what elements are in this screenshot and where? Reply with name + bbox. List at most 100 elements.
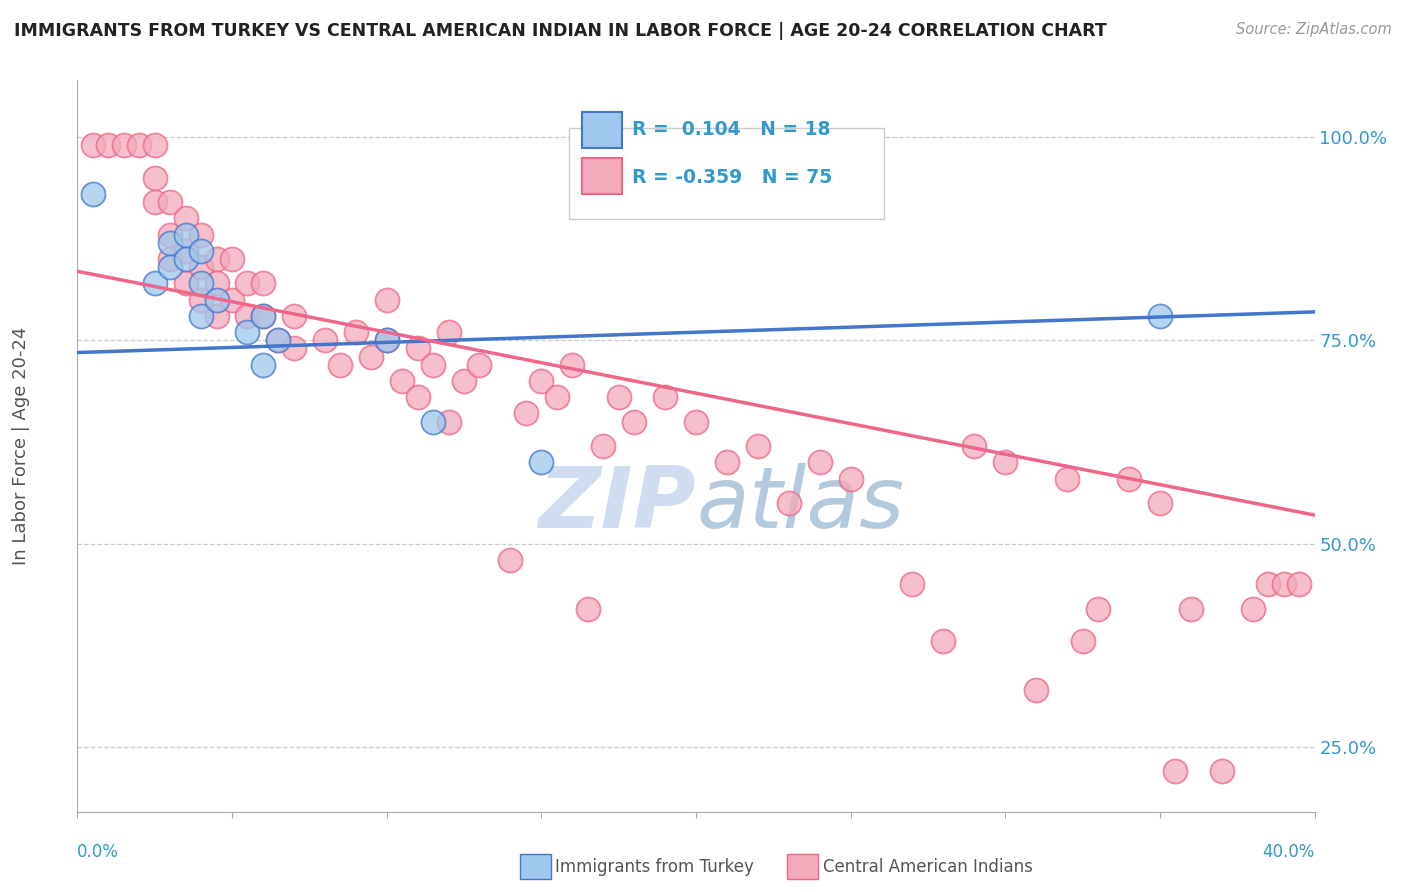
Point bbox=[174, 244, 197, 258]
Point bbox=[375, 334, 398, 348]
Point bbox=[499, 553, 522, 567]
Point bbox=[190, 293, 212, 307]
Point bbox=[205, 277, 228, 291]
Point bbox=[252, 309, 274, 323]
Point bbox=[190, 227, 212, 242]
Point bbox=[205, 252, 228, 266]
Point bbox=[808, 455, 831, 469]
Point bbox=[112, 138, 135, 153]
Point bbox=[159, 227, 181, 242]
Point bbox=[143, 195, 166, 210]
Point bbox=[190, 309, 212, 323]
Point bbox=[159, 195, 181, 210]
Point bbox=[1211, 764, 1233, 778]
Point bbox=[901, 577, 924, 591]
Point bbox=[546, 390, 568, 404]
Point bbox=[1056, 471, 1078, 485]
Point bbox=[190, 277, 212, 291]
Point bbox=[468, 358, 491, 372]
Point bbox=[236, 309, 259, 323]
Point bbox=[778, 496, 800, 510]
Text: ZIP: ZIP bbox=[538, 463, 696, 546]
Point bbox=[174, 277, 197, 291]
FancyBboxPatch shape bbox=[582, 112, 621, 147]
Point bbox=[932, 634, 955, 648]
Point bbox=[1180, 601, 1202, 615]
Point bbox=[530, 374, 553, 388]
Point bbox=[1288, 577, 1310, 591]
Text: Source: ZipAtlas.com: Source: ZipAtlas.com bbox=[1236, 22, 1392, 37]
Point bbox=[159, 235, 181, 250]
Point bbox=[1087, 601, 1109, 615]
Point bbox=[994, 455, 1017, 469]
Point bbox=[422, 415, 444, 429]
Point bbox=[1272, 577, 1295, 591]
Text: Central American Indians: Central American Indians bbox=[823, 858, 1032, 876]
Point bbox=[1149, 309, 1171, 323]
Point bbox=[159, 260, 181, 275]
Point bbox=[453, 374, 475, 388]
Point bbox=[205, 293, 228, 307]
Point bbox=[283, 342, 305, 356]
Point bbox=[406, 342, 429, 356]
Point bbox=[143, 277, 166, 291]
Point bbox=[654, 390, 676, 404]
Point bbox=[159, 252, 181, 266]
Point bbox=[205, 309, 228, 323]
FancyBboxPatch shape bbox=[582, 158, 621, 194]
Point bbox=[252, 277, 274, 291]
Point bbox=[561, 358, 583, 372]
Point bbox=[437, 415, 460, 429]
Point bbox=[839, 471, 862, 485]
Text: atlas: atlas bbox=[696, 463, 904, 546]
Point bbox=[344, 325, 367, 339]
Point bbox=[190, 244, 212, 258]
FancyBboxPatch shape bbox=[568, 128, 884, 219]
Point bbox=[221, 293, 243, 307]
Point bbox=[221, 252, 243, 266]
Point bbox=[530, 455, 553, 469]
Point bbox=[375, 293, 398, 307]
Point bbox=[143, 138, 166, 153]
Point bbox=[329, 358, 352, 372]
Point bbox=[252, 358, 274, 372]
Text: 40.0%: 40.0% bbox=[1263, 843, 1315, 861]
Point bbox=[963, 439, 986, 453]
Point bbox=[82, 187, 104, 202]
Point bbox=[174, 227, 197, 242]
Point bbox=[82, 138, 104, 153]
Point bbox=[515, 407, 537, 421]
Point bbox=[1149, 496, 1171, 510]
Point bbox=[252, 309, 274, 323]
Point bbox=[1164, 764, 1187, 778]
Point bbox=[1241, 601, 1264, 615]
Point bbox=[1071, 634, 1094, 648]
Point bbox=[314, 334, 336, 348]
Point bbox=[143, 170, 166, 185]
Point bbox=[267, 334, 290, 348]
Point bbox=[747, 439, 769, 453]
Point bbox=[236, 325, 259, 339]
Point bbox=[406, 390, 429, 404]
Point bbox=[174, 211, 197, 226]
Point bbox=[174, 252, 197, 266]
Text: IMMIGRANTS FROM TURKEY VS CENTRAL AMERICAN INDIAN IN LABOR FORCE | AGE 20-24 COR: IMMIGRANTS FROM TURKEY VS CENTRAL AMERIC… bbox=[14, 22, 1107, 40]
Point bbox=[236, 277, 259, 291]
Text: R = -0.359   N = 75: R = -0.359 N = 75 bbox=[631, 168, 832, 187]
Point bbox=[190, 260, 212, 275]
Text: In Labor Force | Age 20-24: In Labor Force | Age 20-24 bbox=[13, 326, 30, 566]
Point bbox=[128, 138, 150, 153]
Point bbox=[592, 439, 614, 453]
Text: 0.0%: 0.0% bbox=[77, 843, 120, 861]
Point bbox=[422, 358, 444, 372]
Text: R =  0.104   N = 18: R = 0.104 N = 18 bbox=[631, 120, 830, 139]
Text: Immigrants from Turkey: Immigrants from Turkey bbox=[555, 858, 754, 876]
Point bbox=[1257, 577, 1279, 591]
Point bbox=[375, 334, 398, 348]
Point bbox=[1118, 471, 1140, 485]
Point bbox=[437, 325, 460, 339]
Point bbox=[576, 601, 599, 615]
Point bbox=[391, 374, 413, 388]
Point bbox=[716, 455, 738, 469]
Point bbox=[360, 350, 382, 364]
